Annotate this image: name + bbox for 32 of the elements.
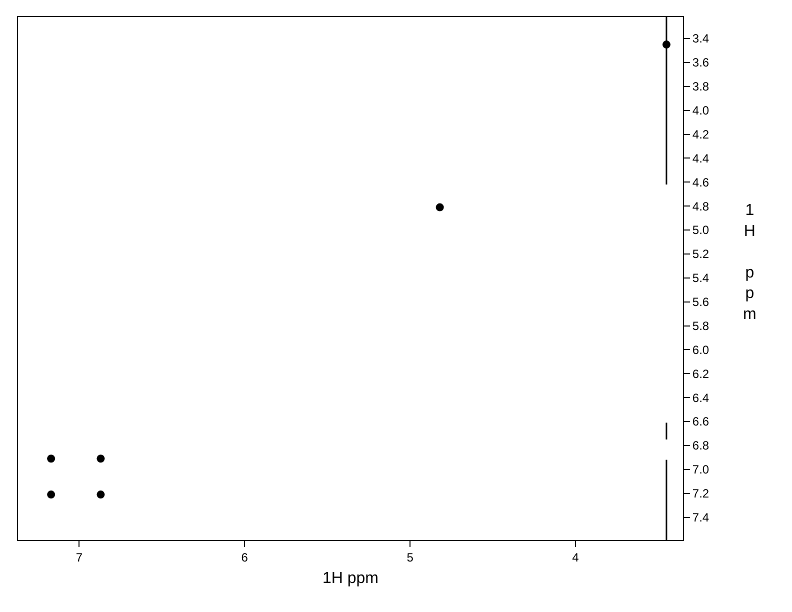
- y-tick-label: 3.8: [692, 80, 710, 94]
- y-tick-label: 6.0: [692, 342, 710, 357]
- x-tick-label: 6: [241, 550, 248, 564]
- y-tick-label: 7.4: [692, 510, 710, 524]
- y-tick-label: 4.4: [692, 151, 710, 166]
- y-tick-label: 4.6: [692, 175, 710, 190]
- y-tick-label: 4.0: [692, 104, 710, 118]
- point: [436, 203, 444, 212]
- x-tick-label: 7: [76, 550, 83, 564]
- x-axis-title: 1H ppm: [322, 570, 379, 588]
- y-tick-label: 6.2: [692, 366, 710, 381]
- y-tick-label: 5.4: [692, 271, 710, 286]
- y-tick-label: 3.4: [692, 32, 710, 46]
- point: [96, 454, 105, 463]
- point: [96, 490, 105, 499]
- y-tick-label: 5.0: [692, 223, 710, 238]
- y-tick-label: 5.2: [692, 247, 710, 262]
- y-tick-label: 3.6: [692, 56, 710, 70]
- y-tick-label: 7.2: [692, 486, 710, 501]
- point: [47, 454, 56, 463]
- y-tick-label: 7.0: [692, 462, 710, 477]
- y-tick-label: 6.8: [692, 438, 710, 453]
- x-tick-label: 4: [572, 550, 580, 564]
- text: 1H ppm: [743, 202, 756, 323]
- y-tick-label: 4.8: [692, 199, 710, 214]
- y-tick-label: 4.2: [692, 127, 710, 142]
- y-tick-label: 6.6: [692, 414, 710, 429]
- y-tick-label: 5.8: [692, 318, 710, 333]
- y-tick-label: 5.6: [692, 295, 710, 310]
- point: [47, 490, 56, 499]
- x-tick-label: 5: [406, 550, 414, 564]
- y-tick-label: 6.4: [692, 390, 710, 405]
